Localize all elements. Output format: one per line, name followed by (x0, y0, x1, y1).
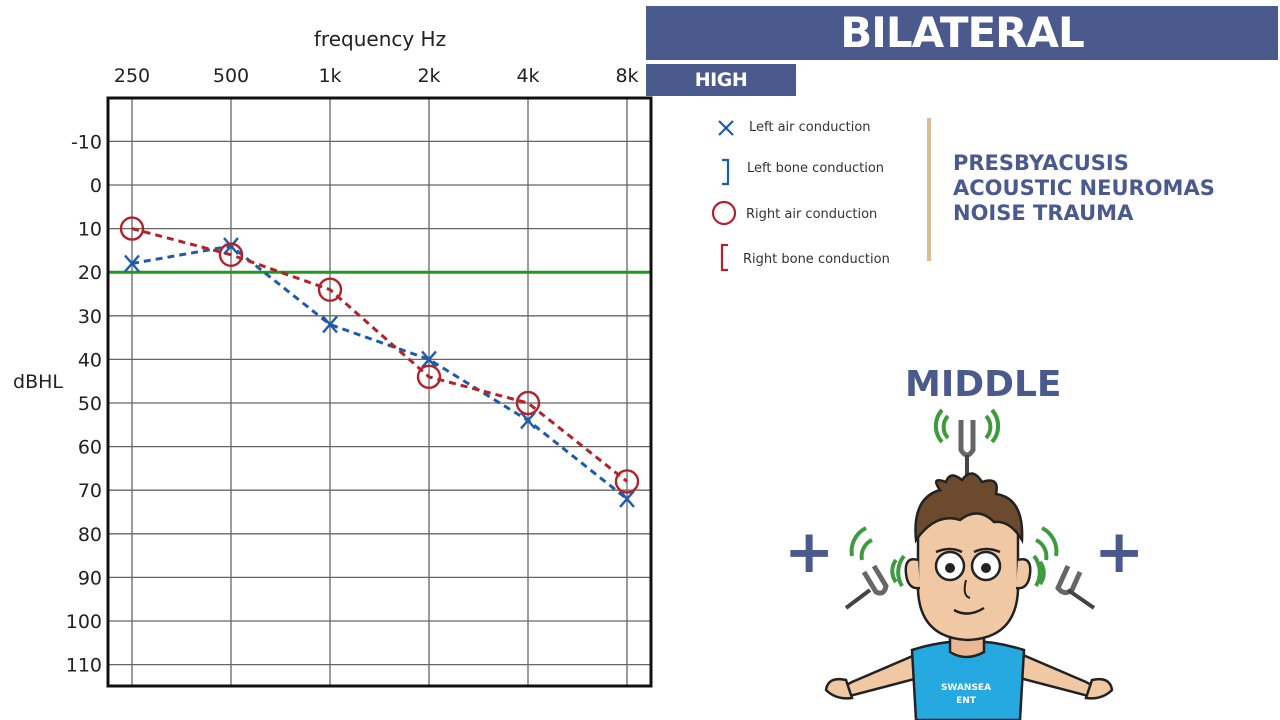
y-tick-label: 70 (78, 480, 102, 502)
y-tick-label: -10 (71, 131, 102, 153)
divider (927, 118, 931, 261)
legend-label-left-air: Left air conduction (749, 120, 871, 135)
x-tick-label: 2k (417, 65, 440, 87)
data-point-x (124, 254, 140, 273)
data-point-x (223, 237, 239, 255)
tuning-fork-icon (933, 408, 1001, 482)
left-plus-sign: + (784, 517, 835, 587)
data-point-o (317, 277, 343, 302)
shirt-text: ENT (956, 696, 977, 706)
legend-label-right-bone: Right bone conduction (743, 252, 890, 267)
legend-circle-marker-icon (711, 200, 737, 226)
y-tick-label: 30 (78, 306, 102, 328)
right-plus-sign: + (1094, 517, 1145, 587)
y-axis-label: dBHL (13, 371, 63, 393)
x-axis-label: frequency Hz (314, 27, 446, 51)
y-tick-label: 10 (78, 219, 102, 241)
x-tick-label: 1k (318, 65, 341, 87)
patient-figure: SWANSEA ENT (824, 408, 1114, 720)
y-tick-label: 90 (78, 567, 102, 589)
cause-item: NOISE TRAUMA (953, 201, 1134, 225)
data-point-o (218, 242, 244, 267)
cause-item: PRESBYACUSIS (953, 151, 1129, 175)
shirt-text: SWANSEA (941, 683, 991, 693)
series-line (131, 227, 628, 483)
data-point-x (520, 411, 536, 430)
y-tick-label: 60 (78, 437, 102, 459)
legend-x-marker-icon (718, 120, 734, 136)
y-tick-label: 110 (66, 655, 102, 677)
page-subtitle: HIGH FREQUENCY (646, 64, 796, 123)
tick-labels: 250 500 1k 2k 4k 8k -10 0 10 20 30 40 50 60 70 80 90 100 1… (66, 65, 639, 677)
series-layer (119, 216, 640, 508)
tuning-fork-icon (844, 526, 906, 610)
y-tick-label: 20 (78, 262, 102, 284)
x-tick-label: 8k (615, 65, 638, 87)
series-line (131, 244, 628, 501)
y-tick-label: 0 (90, 175, 102, 197)
legend-label-left-bone: Left bone conduction (747, 161, 885, 176)
data-point-o (614, 469, 640, 494)
audiogram-chart: frequency Hz dBHL 250 500 1k 2k 4k 8k -10 0 10 20… (13, 27, 653, 688)
data-point-o (515, 390, 541, 416)
data-point-x (322, 315, 338, 334)
tuning-fork-icon (1032, 526, 1096, 610)
weber-result-label: MIDDLE (905, 364, 1062, 405)
x-tick-label: 4k (516, 65, 539, 87)
cause-item: ACOUSTIC NEUROMAS (953, 176, 1215, 200)
legend-label-right-air: Right air conduction (746, 207, 878, 222)
x-tick-label: 250 (114, 65, 150, 87)
page-title: BILATERAL SENSORINEURAL LOSS (646, 6, 1278, 111)
data-point-o (416, 364, 442, 390)
legend-left-bracket-icon (720, 243, 728, 272)
plot-frame (106, 96, 653, 688)
y-tick-label: 40 (78, 349, 102, 371)
data-point-x (421, 350, 437, 369)
legend-right-bracket-icon (722, 158, 730, 186)
grid (108, 98, 651, 686)
x-tick-label: 500 (213, 65, 249, 87)
y-tick-label: 50 (78, 393, 102, 415)
data-point-x (619, 490, 635, 508)
y-tick-label: 80 (78, 524, 102, 546)
data-point-o (119, 216, 145, 241)
y-tick-label: 100 (66, 611, 102, 633)
